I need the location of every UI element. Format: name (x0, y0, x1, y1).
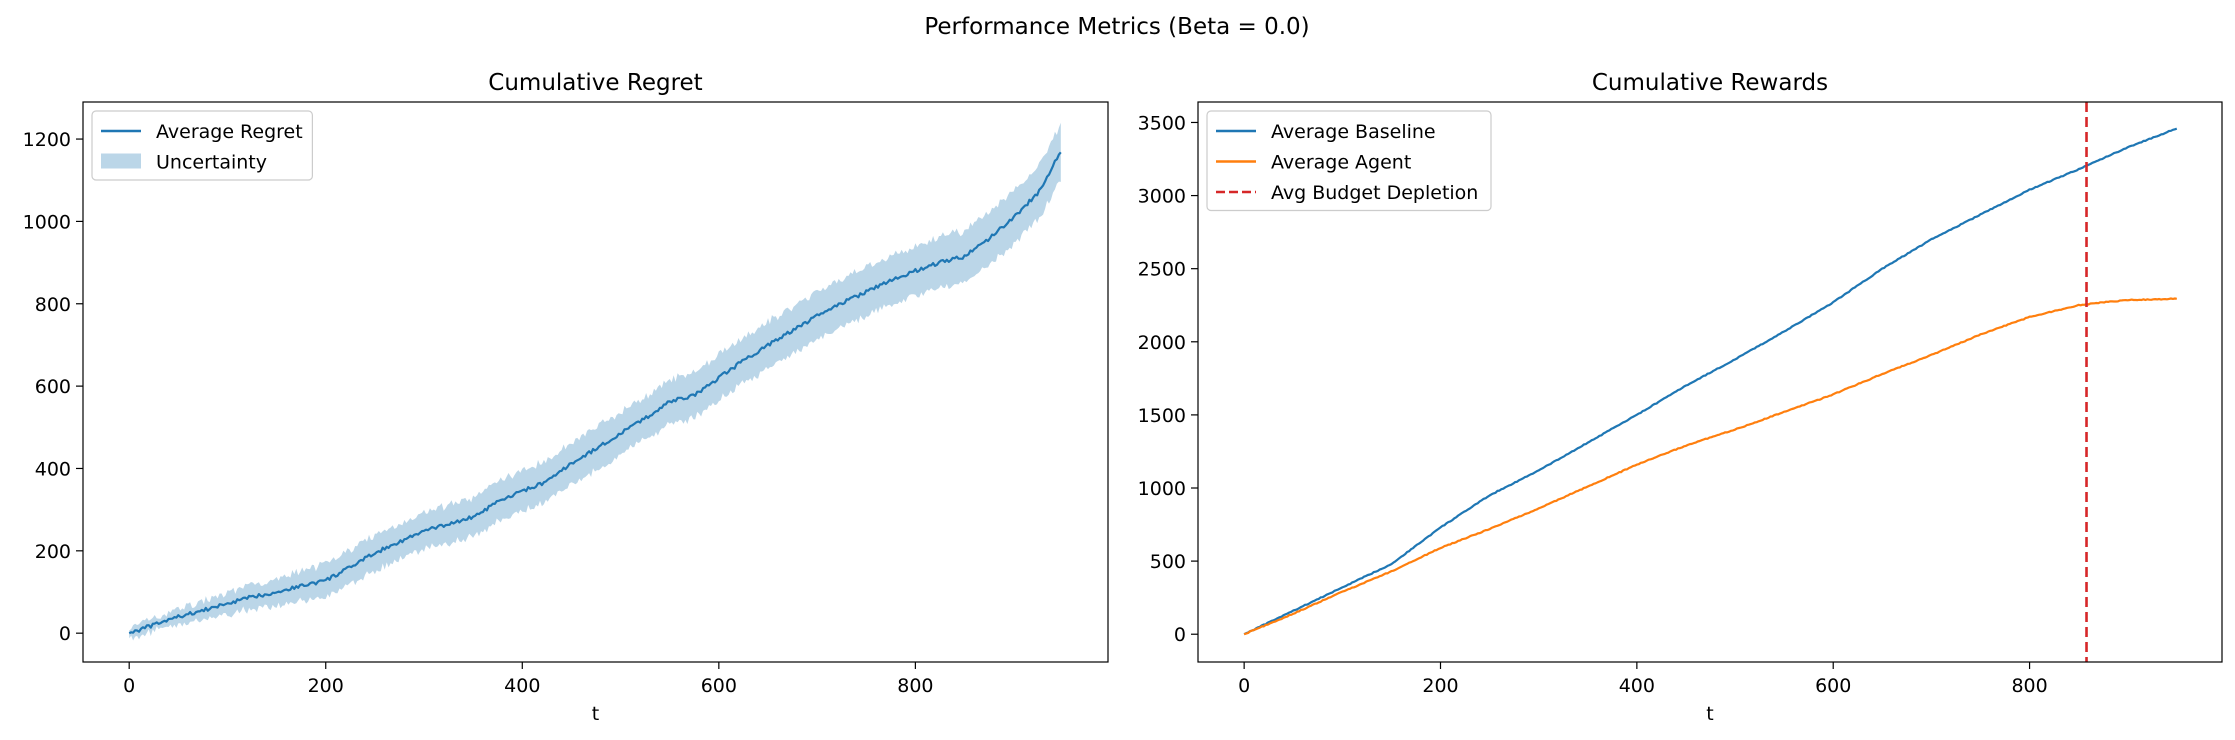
regret-legend: Average Regret Uncertainty (91, 110, 313, 181)
regret-axes-frame (82, 101, 1109, 663)
regret-xtick-label: 0 (123, 675, 135, 697)
figure-suptitle: Performance Metrics (Beta = 0.0) (924, 14, 1309, 40)
regret-ytick-label: 400 (35, 458, 71, 480)
average-agent-line (1243, 297, 2177, 636)
uncertainty-band (129, 122, 1061, 641)
regret-xtick-label: 800 (897, 675, 933, 697)
regret-ytick-label: 1200 (23, 129, 71, 151)
rewards-ytick-label: 3000 (1138, 186, 1186, 208)
average-regret-line (128, 151, 1062, 635)
rewards-ytick-label: 1500 (1138, 405, 1186, 427)
regret-ytick-label: 600 (35, 376, 71, 398)
regret-xlabel: t (592, 703, 599, 725)
rewards-ytick-label: 1000 (1138, 478, 1186, 500)
rewards-title: Cumulative Rewards (1592, 70, 1828, 96)
rewards-xtick-label: 400 (1619, 675, 1655, 697)
rewards-ytick-label: 3500 (1138, 112, 1186, 134)
regret-plot-area (128, 122, 1062, 641)
rewards-xlabel: t (1706, 703, 1713, 725)
rewards-xtick-label: 800 (2011, 675, 2047, 697)
rewards-xtick-label: 600 (1815, 675, 1851, 697)
regret-ytick-label: 800 (35, 294, 71, 316)
rewards-ytick-label: 2000 (1138, 332, 1186, 354)
rewards-xtick-label: 0 (1238, 675, 1250, 697)
regret-ytick-label: 0 (59, 623, 71, 645)
legend-swatch-uncertainty (101, 153, 141, 169)
regret-chart: Cumulative Regret 0 200 400 600 800 0 200 400 600… (23, 70, 1109, 725)
rewards-ytick-label: 0 (1174, 624, 1186, 646)
rewards-ytick-label: 2500 (1138, 259, 1186, 281)
legend-label-uncertainty: Uncertainty (156, 152, 267, 174)
legend-label-average-agent: Average Agent (1271, 152, 1411, 174)
rewards-legend: Average Baseline Average Agent Avg Budget … (1206, 110, 1492, 212)
average-baseline-line (1243, 127, 2178, 636)
rewards-xtick-label: 200 (1422, 675, 1458, 697)
legend-label-average-regret: Average Regret (156, 121, 303, 143)
rewards-chart: Cumulative Rewards 0 200 400 600 800 0 500 1000 1… (1138, 70, 2223, 725)
rewards-legend-box (1206, 110, 1492, 212)
regret-xtick-label: 400 (504, 675, 540, 697)
regret-title: Cumulative Regret (488, 70, 702, 96)
rewards-plot-area (1243, 102, 2178, 662)
legend-label-average-baseline: Average Baseline (1271, 121, 1436, 143)
legend-label-avg-budget-depletion: Avg Budget Depletion (1271, 182, 1478, 204)
regret-ytick-label: 1000 (23, 211, 71, 233)
regret-legend-box (91, 110, 313, 181)
regret-xtick-label: 200 (308, 675, 344, 697)
regret-xtick-label: 600 (701, 675, 737, 697)
rewards-axes-frame (1197, 101, 2223, 663)
regret-ytick-label: 200 (35, 541, 71, 563)
rewards-ytick-label: 500 (1150, 551, 1186, 573)
